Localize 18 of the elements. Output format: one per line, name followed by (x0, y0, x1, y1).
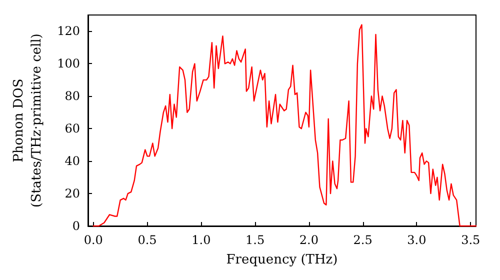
y-tick-label: 120 (57, 24, 80, 38)
y-axis-title: Phonon DOS (States/THz·primitive cell) (12, 33, 44, 208)
x-tick-label: 1.5 (246, 233, 265, 247)
x-tick-label: 3.0 (407, 233, 426, 247)
y-tick-label: 0 (72, 219, 80, 233)
y-tick-label: 40 (64, 154, 80, 168)
x-tick-label: 1.0 (192, 233, 211, 247)
x-axis-title: Frequency (THz) (226, 252, 338, 268)
x-tick-label: 0.5 (138, 233, 157, 247)
x-tick-label: 2.0 (299, 233, 318, 247)
x-tick-label: 0.0 (84, 233, 103, 247)
y-tick-label: 100 (57, 56, 80, 71)
x-tick-label: 2.5 (353, 233, 372, 247)
line-series (92, 24, 477, 227)
y-tick-label: 80 (64, 89, 80, 104)
y-tick-label: 60 (64, 122, 80, 136)
y-tick-label: 20 (64, 186, 80, 201)
x-tick-label: 3.5 (461, 233, 480, 247)
